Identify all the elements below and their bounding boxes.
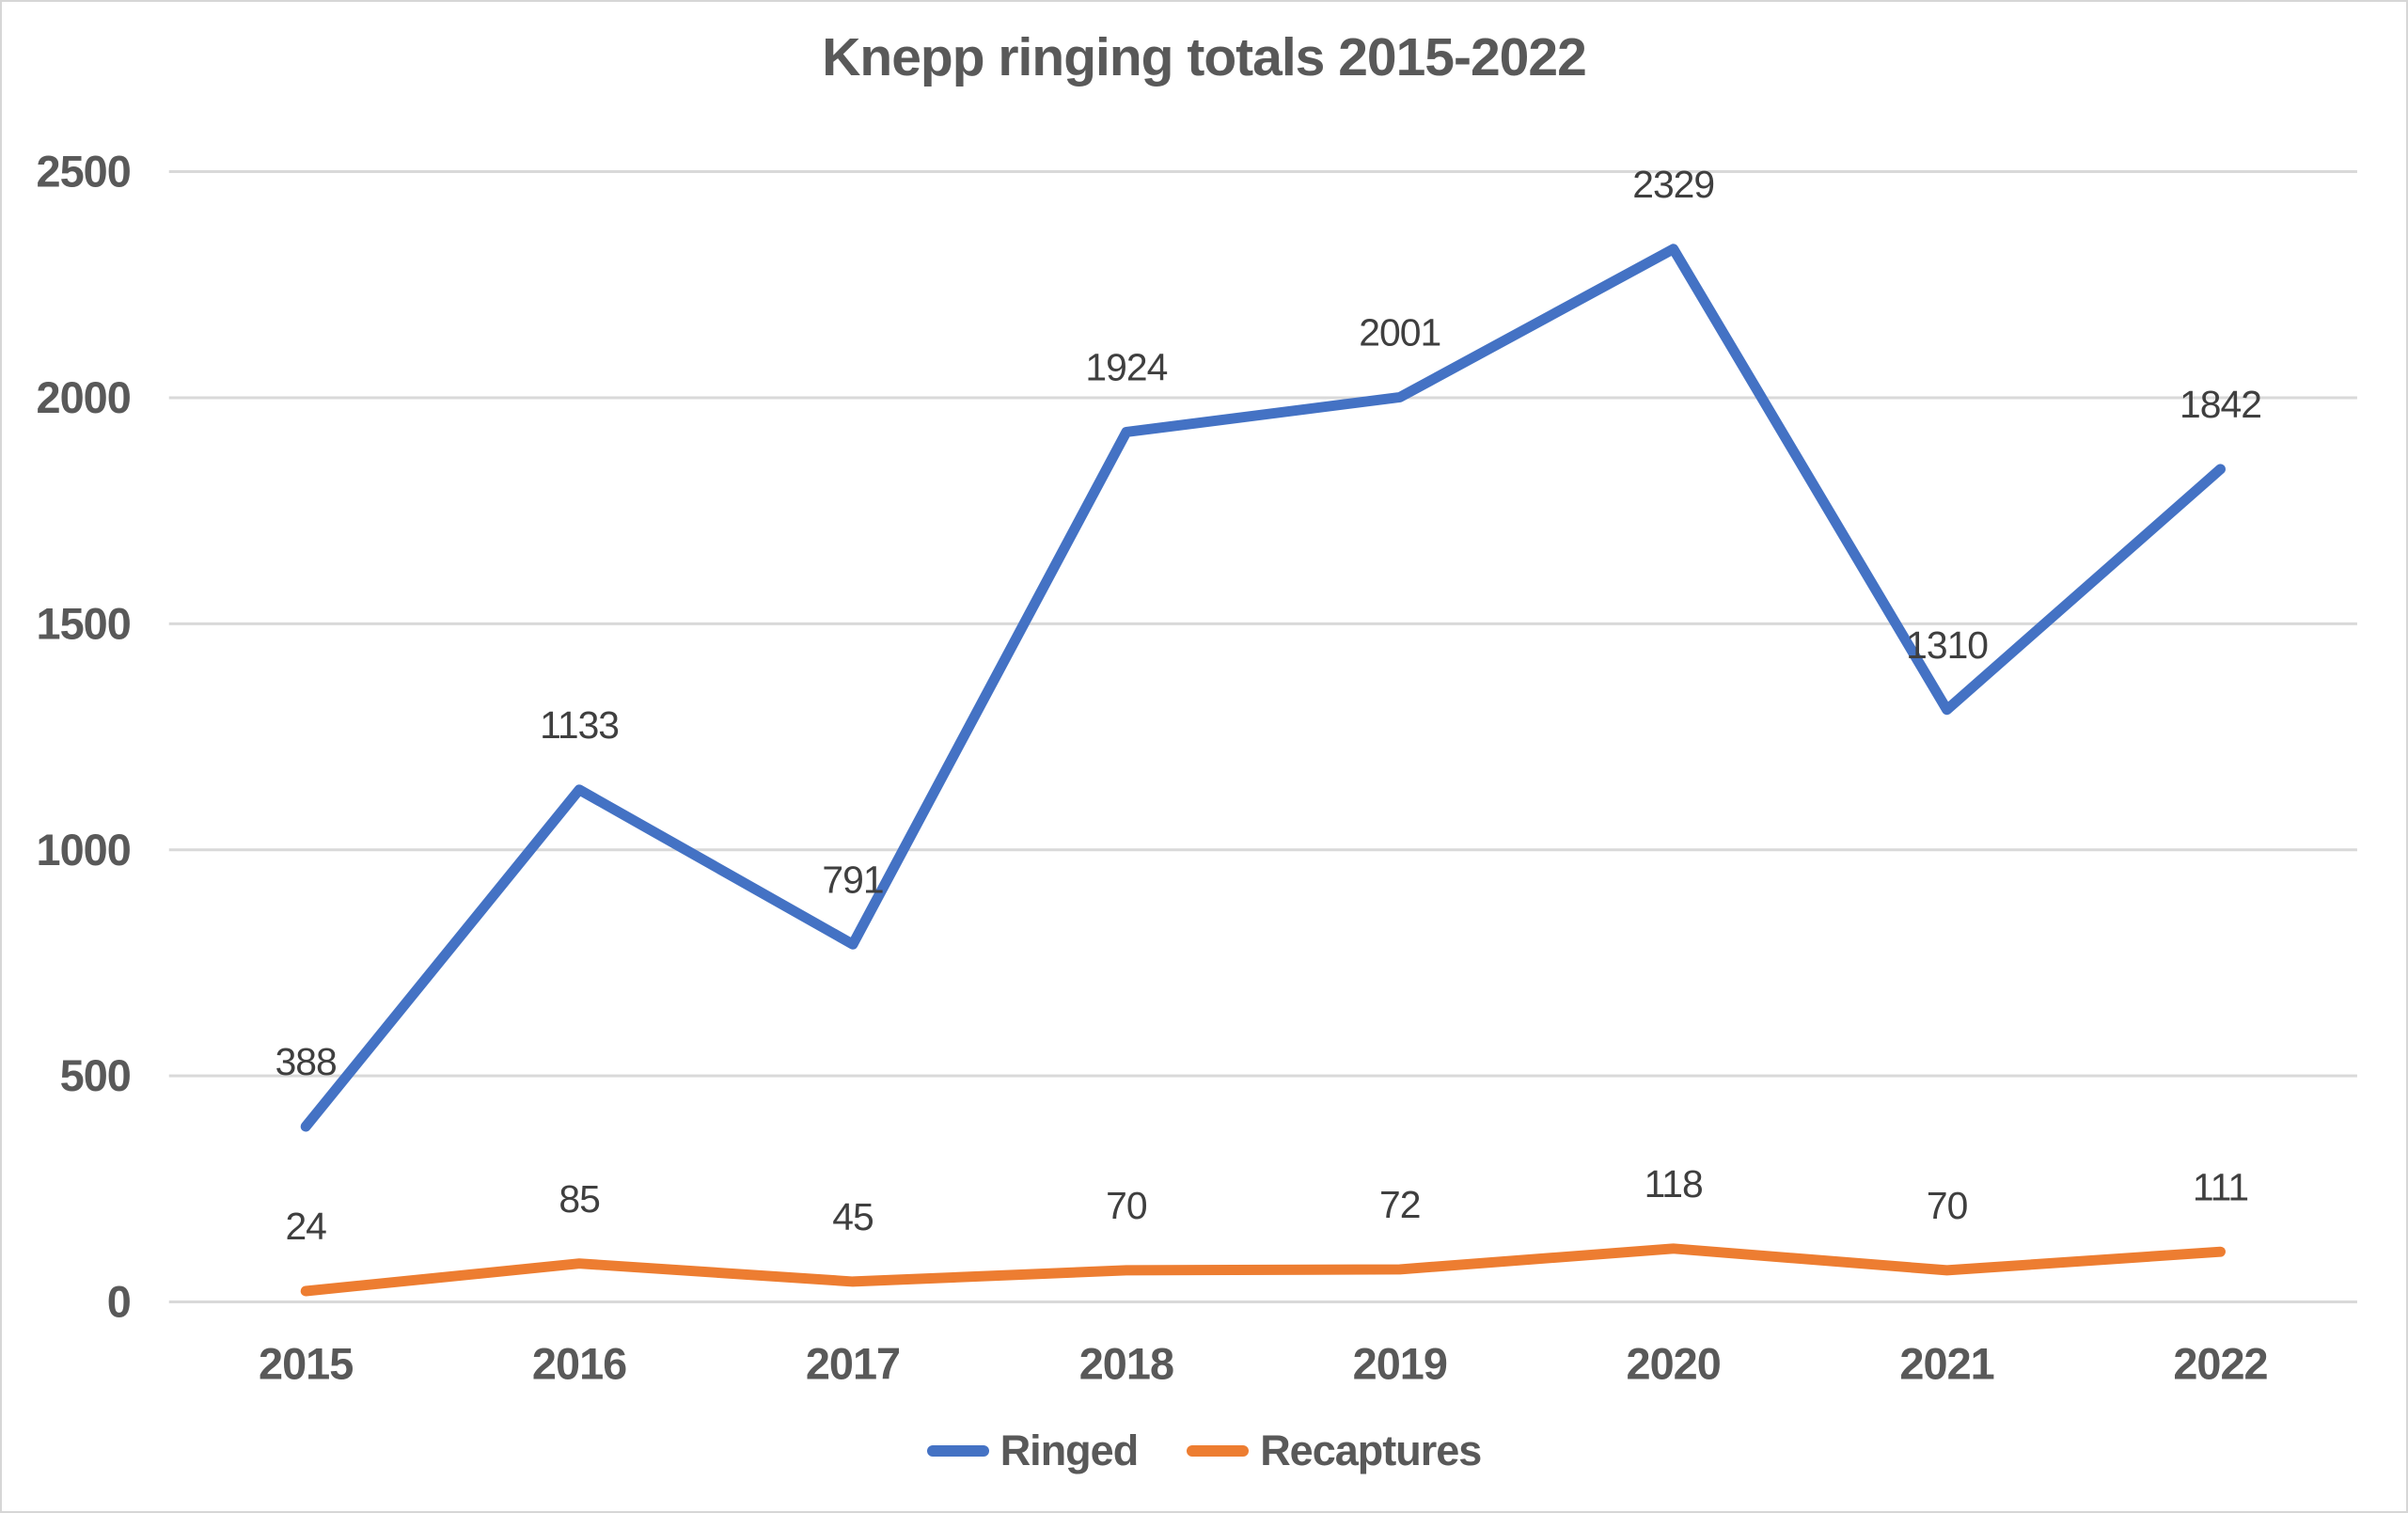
data-label-recaptures: 45 <box>832 1195 873 1238</box>
y-tick-label: 500 <box>60 1051 131 1100</box>
series-line-recaptures <box>300 1243 2226 1297</box>
chart-title: Knepp ringing totals 2015-2022 <box>822 27 1587 87</box>
chart-legend: Ringed Recaptures <box>2 1426 2406 1475</box>
data-label-ringed: 1133 <box>540 703 619 747</box>
data-label-recaptures: 72 <box>1379 1183 1420 1226</box>
data-label-recaptures: 24 <box>285 1205 326 1248</box>
data-label-ringed: 1310 <box>1906 623 1988 667</box>
legend-label-ringed: Ringed <box>999 1426 1139 1474</box>
y-tick-label: 0 <box>107 1278 131 1327</box>
data-label-ringed: 2329 <box>1632 163 1714 206</box>
data-label-ringed: 1924 <box>1085 346 1167 389</box>
legend-item-recaptures: Recaptures <box>1187 1426 1482 1475</box>
x-tick-label: 2021 <box>1899 1339 1993 1388</box>
data-label-recaptures: 118 <box>1645 1162 1703 1206</box>
data-label-recaptures: 70 <box>1106 1184 1147 1227</box>
x-tick-label: 2015 <box>259 1339 353 1388</box>
legend-item-ringed: Ringed <box>926 1426 1139 1475</box>
series-line-ringed <box>300 244 2226 1132</box>
data-label-recaptures: 70 <box>1927 1184 1968 1227</box>
data-label-ringed: 791 <box>822 858 883 901</box>
recaptures-line-swatch <box>1187 1445 1250 1457</box>
x-tick-label: 2020 <box>1627 1339 1721 1388</box>
ringed-line-swatch <box>926 1445 989 1457</box>
y-tick-label: 2000 <box>37 373 131 422</box>
data-label-ringed: 388 <box>275 1040 337 1083</box>
y-tick-label: 2500 <box>37 148 131 197</box>
data-label-recaptures: 85 <box>559 1177 600 1221</box>
x-tick-label: 2017 <box>806 1339 900 1388</box>
x-tick-label: 2016 <box>532 1339 626 1388</box>
data-label-ringed: 1842 <box>2180 383 2261 426</box>
data-label-ringed: 2001 <box>1359 311 1440 355</box>
y-tick-label: 1000 <box>37 826 131 875</box>
x-tick-label: 2018 <box>1079 1339 1173 1388</box>
x-tick-label: 2022 <box>2173 1339 2267 1388</box>
y-tick-label: 1500 <box>37 599 131 648</box>
data-label-recaptures: 111 <box>2193 1165 2248 1208</box>
x-tick-label: 2019 <box>1353 1339 1447 1388</box>
legend-label-recaptures: Recaptures <box>1260 1426 1482 1474</box>
